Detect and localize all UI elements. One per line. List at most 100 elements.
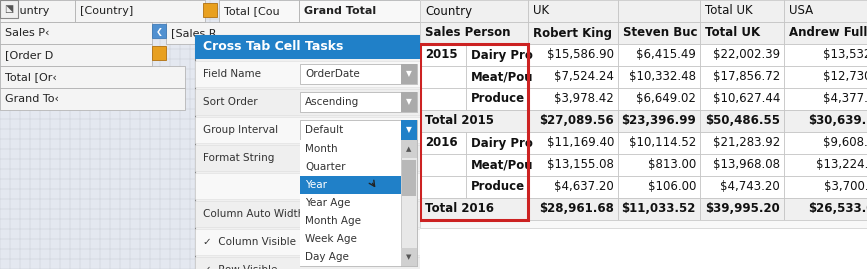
Text: Meat/Pou: Meat/Pou (471, 158, 533, 172)
Text: 2016: 2016 (425, 136, 458, 150)
Bar (401, 120, 417, 140)
Bar (700, 22, 784, 44)
Bar (300, 158, 401, 176)
Bar (784, 44, 867, 66)
Bar (401, 92, 417, 112)
Bar (300, 230, 401, 248)
Bar (784, 198, 867, 220)
Text: Total UK: Total UK (705, 5, 753, 17)
Text: Robert King: Robert King (533, 27, 612, 40)
Text: $39,995.20: $39,995.20 (705, 203, 780, 215)
Text: [Sales R...: [Sales R... (171, 28, 227, 38)
Text: ✓  Column Visible: ✓ Column Visible (203, 237, 296, 247)
Text: Group Interval: Group Interval (203, 125, 278, 135)
Text: Country: Country (425, 5, 473, 17)
Bar (528, 110, 618, 132)
Text: $106.00: $106.00 (648, 180, 696, 193)
Bar (420, 110, 528, 132)
Bar (300, 248, 401, 266)
Bar (195, 145, 425, 171)
Bar (300, 64, 417, 84)
Text: Total [Cou: Total [Cou (224, 6, 280, 16)
Text: $3,700.00: $3,700.00 (824, 180, 867, 193)
Bar (618, 88, 700, 110)
Bar (528, 88, 618, 110)
Bar (300, 140, 401, 158)
Bar (0, 66, 185, 88)
Bar (784, 66, 867, 88)
Bar (784, 132, 867, 154)
Bar (420, 22, 528, 44)
Bar (300, 92, 417, 112)
Text: Day Age: Day Age (305, 252, 349, 262)
Bar (420, 132, 466, 154)
Text: $6,415.49: $6,415.49 (636, 48, 696, 62)
Text: Total 2015: Total 2015 (425, 115, 494, 128)
Bar (195, 201, 425, 227)
Bar (528, 22, 618, 44)
Text: $11,169.40: $11,169.40 (546, 136, 614, 150)
Text: Grand Total: Grand Total (304, 6, 376, 16)
Bar (0, 22, 152, 44)
Text: Cross Tab Cell Tasks: Cross Tab Cell Tasks (203, 41, 343, 54)
Text: Total UK: Total UK (705, 27, 760, 40)
Bar (618, 110, 700, 132)
Bar (195, 61, 425, 87)
Bar (466, 88, 528, 110)
Bar (0, 0, 18, 18)
Bar (466, 44, 528, 66)
Text: $11,033.52: $11,033.52 (622, 203, 696, 215)
Text: ▼: ▼ (406, 126, 412, 134)
Bar (528, 66, 618, 88)
Bar (300, 194, 401, 212)
Text: $7,524.24: $7,524.24 (554, 70, 614, 83)
Text: $12,730.3: $12,730.3 (824, 70, 867, 83)
Bar (700, 198, 784, 220)
Text: $50,486.55: $50,486.55 (705, 115, 780, 128)
Text: Year: Year (305, 180, 327, 190)
Bar (0, 88, 185, 110)
Text: ▲: ▲ (407, 146, 412, 152)
Bar (420, 88, 466, 110)
Text: Total [Or‹: Total [Or‹ (5, 72, 57, 82)
Text: $30,639.35: $30,639.35 (808, 115, 867, 128)
Text: $27,089.56: $27,089.56 (539, 115, 614, 128)
Text: Dairy Pro: Dairy Pro (471, 136, 533, 150)
Bar (166, 22, 420, 44)
Text: Produce: Produce (471, 93, 525, 105)
Text: $10,332.48: $10,332.48 (629, 70, 696, 83)
Bar (152, 24, 166, 38)
Text: $13,155.08: $13,155.08 (547, 158, 614, 172)
Text: Column Auto Width Mode: Column Auto Width Mode (203, 209, 336, 219)
Bar (700, 132, 784, 154)
Bar (195, 117, 425, 143)
Bar (299, 0, 420, 22)
Bar (420, 44, 466, 66)
Text: Field Name: Field Name (203, 69, 261, 79)
Bar (401, 140, 417, 266)
Bar (300, 176, 401, 194)
Bar (401, 140, 417, 158)
Text: ▼: ▼ (407, 254, 412, 260)
Text: $28,961.68: $28,961.68 (539, 203, 614, 215)
Bar (420, 0, 528, 22)
Text: OrderDate: OrderDate (305, 69, 360, 79)
Text: Andrew Full: Andrew Full (789, 27, 867, 40)
Text: Total 2016: Total 2016 (425, 203, 494, 215)
Bar (528, 132, 618, 154)
Bar (528, 198, 618, 220)
Bar (75, 0, 205, 22)
Text: $813.00: $813.00 (648, 158, 696, 172)
Bar (466, 154, 528, 176)
Bar (0, 44, 152, 66)
Bar (700, 176, 784, 198)
Text: $13,968.08: $13,968.08 (713, 158, 780, 172)
Text: Sort Order: Sort Order (203, 97, 257, 107)
Text: $9,608.50: $9,608.50 (824, 136, 867, 150)
Text: $10,114.52: $10,114.52 (629, 136, 696, 150)
Bar (784, 176, 867, 198)
Bar (618, 154, 700, 176)
Bar (528, 154, 618, 176)
Text: $3,978.42: $3,978.42 (554, 93, 614, 105)
Bar (195, 89, 425, 115)
